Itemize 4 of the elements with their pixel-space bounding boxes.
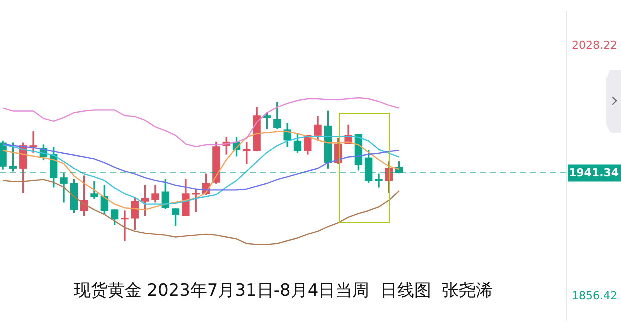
y-tick-label: 1856.42 xyxy=(572,289,618,302)
text: 现货黄金 2023年7月31日-8月4日当周 日线图 张尧浠 xyxy=(72,280,494,302)
ref-line-label: 1941.34 xyxy=(568,166,620,180)
y-tick-label: 2028.22 xyxy=(572,39,618,52)
